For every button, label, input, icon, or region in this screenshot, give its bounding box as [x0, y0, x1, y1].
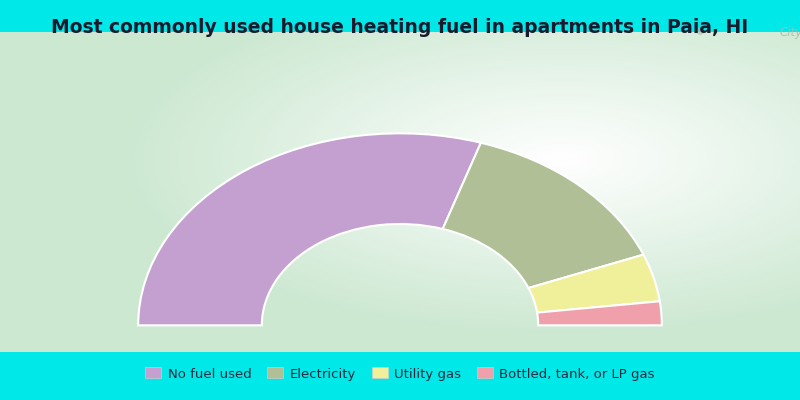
Text: Most commonly used house heating fuel in apartments in Paia, HI: Most commonly used house heating fuel in… [51, 18, 749, 37]
Wedge shape [138, 133, 481, 325]
Wedge shape [537, 301, 662, 325]
Text: ●: ● [695, 26, 704, 36]
Text: City-Data.com: City-Data.com [780, 26, 800, 39]
Wedge shape [442, 143, 643, 288]
Wedge shape [529, 255, 660, 313]
Legend: No fuel used, Electricity, Utility gas, Bottled, tank, or LP gas: No fuel used, Electricity, Utility gas, … [145, 368, 655, 380]
